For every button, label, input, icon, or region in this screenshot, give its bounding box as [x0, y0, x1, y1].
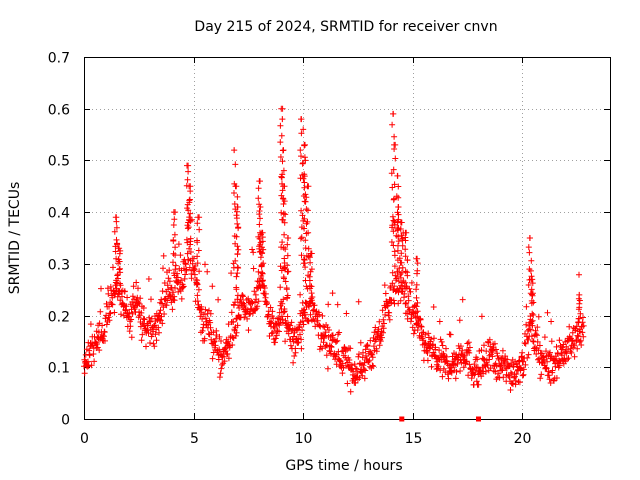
y-tick-label: 0.3	[48, 258, 70, 274]
zero-marker	[399, 416, 405, 422]
y-tick-label: 0	[61, 413, 70, 429]
data-points	[81, 105, 587, 422]
y-axis-label: SRMTID / TECUs	[7, 182, 23, 295]
y-tick-label: 0.1	[48, 361, 70, 377]
y-tick-labels: 0 0.1 0.2 0.3 0.4 0.5 0.6 0.7	[48, 51, 70, 429]
y-tick-label: 0.6	[48, 103, 70, 119]
x-tick-label: 20	[514, 431, 532, 447]
x-axis-label: GPS time / hours	[285, 458, 402, 474]
x-tick-label: 10	[295, 431, 313, 447]
srmtid-points	[81, 105, 587, 395]
plot-frame	[84, 57, 611, 420]
chart-title: Day 215 of 2024, SRMTID for receiver cnv…	[194, 19, 497, 35]
x-tick-labels: 0 5 10 15 20	[80, 431, 531, 447]
y-tick-label: 0.4	[48, 206, 70, 222]
grid-lines	[84, 57, 610, 419]
y-tick-label: 0.5	[48, 154, 70, 170]
y-tick-label: 0.2	[48, 310, 70, 326]
axis-ticks	[84, 57, 610, 420]
x-tick-label: 5	[190, 431, 199, 447]
x-tick-label: 0	[80, 431, 89, 447]
zero-marker	[476, 416, 481, 422]
y-tick-label: 0.7	[48, 51, 70, 67]
x-tick-label: 15	[405, 431, 423, 447]
